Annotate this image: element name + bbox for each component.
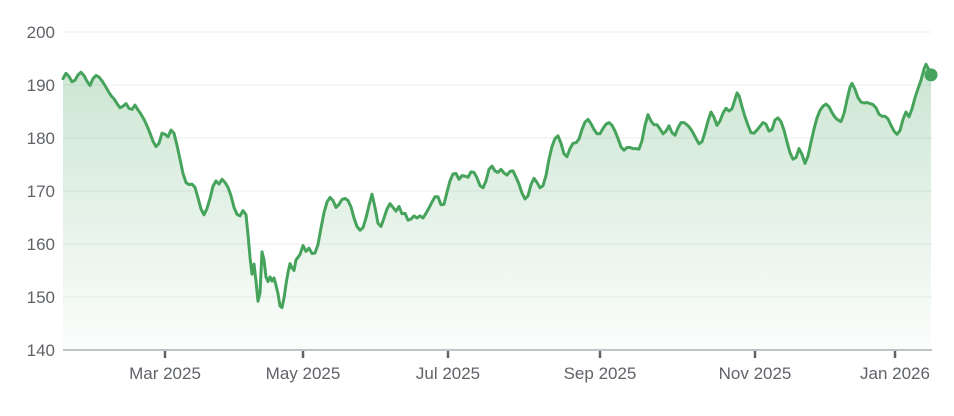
price-line[interactable] (61, 62, 933, 310)
x-axis-label: Nov 2025 (719, 364, 792, 383)
y-axis-label: 140 (27, 341, 55, 360)
y-axis-label: 160 (27, 235, 55, 254)
y-axis-label: 170 (27, 182, 55, 201)
x-axis-label: Sep 2025 (564, 364, 637, 383)
last-price-dot (924, 68, 938, 82)
y-axis-label: 150 (27, 288, 55, 307)
y-axis-label: 190 (27, 76, 55, 95)
price-area-fill (63, 64, 931, 351)
x-axis-label: Jan 2026 (860, 364, 930, 383)
y-axis-label: 200 (27, 23, 55, 42)
x-axis-label: May 2025 (266, 364, 341, 383)
y-axis-label: 180 (27, 129, 55, 148)
x-axis-label: Mar 2025 (129, 364, 201, 383)
x-axis-label: Jul 2025 (416, 364, 480, 383)
